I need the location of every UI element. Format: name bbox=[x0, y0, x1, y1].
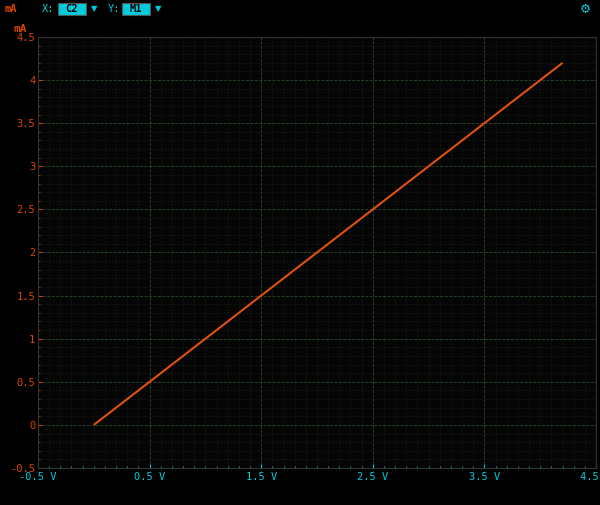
Text: Y:: Y: bbox=[108, 4, 121, 14]
Text: ▼: ▼ bbox=[155, 5, 161, 14]
Text: M1: M1 bbox=[130, 4, 142, 14]
Text: X:: X: bbox=[42, 4, 55, 14]
FancyBboxPatch shape bbox=[122, 3, 150, 15]
Text: C2: C2 bbox=[66, 4, 78, 14]
Text: mA: mA bbox=[5, 4, 17, 14]
Text: mA: mA bbox=[13, 24, 27, 34]
Text: ▼: ▼ bbox=[91, 5, 97, 14]
Text: ⚙: ⚙ bbox=[580, 3, 590, 16]
FancyBboxPatch shape bbox=[58, 3, 86, 15]
